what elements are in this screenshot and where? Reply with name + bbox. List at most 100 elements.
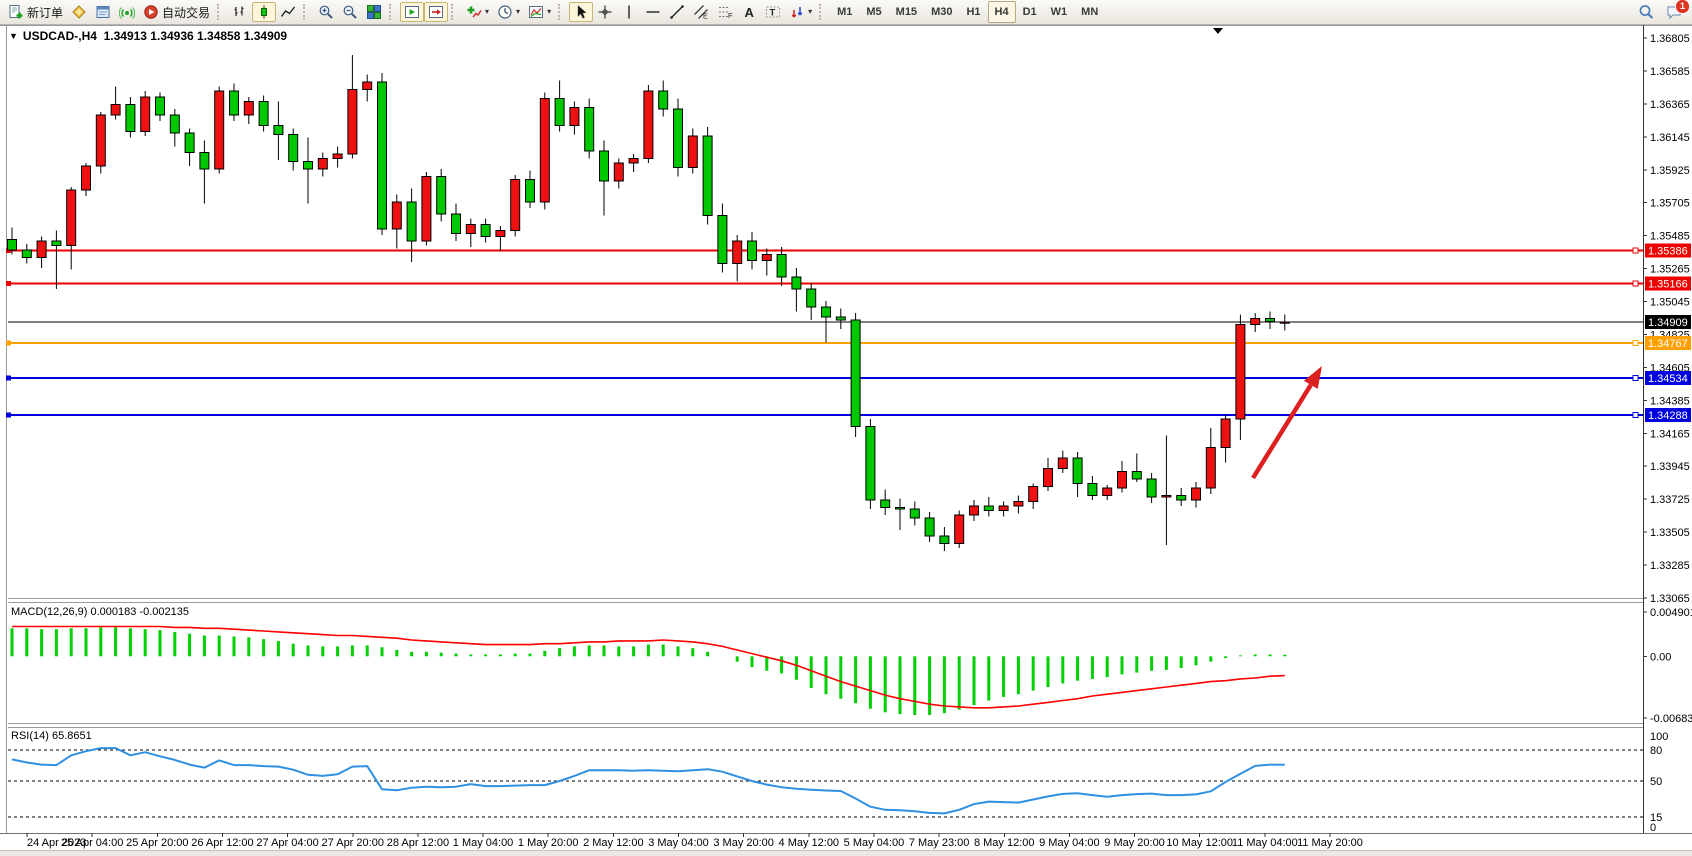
label-button[interactable]: T (761, 2, 785, 22)
timeframe-w1-button[interactable]: W1 (1050, 6, 1068, 18)
svg-text:9 May 04:00: 9 May 04:00 (1039, 837, 1100, 849)
toolbar-separator (303, 4, 309, 20)
timeframe-d1-button[interactable]: D1 (1022, 6, 1037, 18)
svg-text:9 May 20:00: 9 May 20:00 (1104, 837, 1165, 849)
dropdown-caret-icon: ▾ (547, 7, 552, 16)
svg-text:50: 50 (1650, 776, 1662, 788)
timeframe-m30-button[interactable]: M30 (931, 6, 953, 18)
svg-text:4 May 12:00: 4 May 12:00 (779, 837, 840, 849)
svg-text:80: 80 (1650, 745, 1662, 757)
auto-scroll-button[interactable] (400, 2, 425, 22)
svg-text:1.35045: 1.35045 (1650, 297, 1690, 309)
svg-text:0.004901: 0.004901 (1650, 607, 1692, 619)
chevron-down-icon[interactable]: ▼ (9, 31, 18, 41)
market-watch-button[interactable] (67, 2, 91, 22)
notification-badge: 1 (1675, 0, 1690, 14)
svg-text:1.34165: 1.34165 (1650, 429, 1690, 441)
toolbar-separator (819, 4, 825, 20)
chart-shift-marker[interactable] (1213, 28, 1223, 34)
fibonacci-button[interactable]: F (713, 2, 737, 22)
svg-text:0: 0 (1650, 822, 1656, 834)
cursor-icon (577, 4, 587, 19)
periods-button[interactable]: ▾ (493, 2, 524, 22)
svg-text:F: F (728, 11, 733, 20)
svg-text:1.35485: 1.35485 (1650, 231, 1690, 243)
search-button[interactable] (1634, 2, 1658, 22)
svg-text:1.36585: 1.36585 (1650, 66, 1690, 78)
cursor-button[interactable] (569, 2, 594, 22)
vline-icon (628, 5, 630, 19)
svg-text:T: T (770, 8, 776, 19)
svg-text:1.35265: 1.35265 (1650, 264, 1690, 276)
line-chart-icon (280, 6, 296, 17)
navigator-button[interactable] (91, 2, 115, 22)
svg-text:15: 15 (1650, 812, 1662, 824)
notifications-button[interactable]: 1 (1662, 0, 1690, 22)
line-chart-button[interactable] (276, 2, 300, 22)
zoom-in-button[interactable] (314, 2, 338, 22)
clock-icon (498, 5, 512, 19)
price-axis[interactable]: 1.36805 1.36585 1.36365 1.36145 1.35925 1.357… (1643, 33, 1692, 834)
timeframe-m5-button[interactable]: M5 (866, 6, 882, 18)
svg-text:26 Apr 12:00: 26 Apr 12:00 (191, 837, 253, 849)
auto-trading-button-label: 自动交易 (162, 5, 211, 20)
svg-text:10 May 12:00: 10 May 12:00 (1166, 837, 1233, 849)
horizontal-lines[interactable] (6, 247, 1643, 418)
indicators-button[interactable]: ▾ (462, 2, 493, 22)
dropdown-caret-icon: ▾ (485, 7, 490, 16)
svg-text:25 Apr 20:00: 25 Apr 20:00 (126, 837, 188, 849)
chart-canvas[interactable]: 1.36805 1.36585 1.36365 1.36145 1.35925 1.357… (0, 25, 1692, 856)
svg-text:2 May 12:00: 2 May 12:00 (583, 837, 644, 849)
zoom-out-button[interactable] (338, 2, 362, 22)
svg-text:28 Apr 12:00: 28 Apr 12:00 (387, 837, 449, 849)
timeframe-m1-button[interactable]: M1 (837, 6, 853, 18)
auto-trading-button[interactable]: 自动交易 (139, 2, 214, 22)
svg-text:7 May 23:00: 7 May 23:00 (909, 837, 970, 849)
trend-arrow[interactable] (1251, 366, 1322, 480)
chart-shift-button[interactable] (424, 2, 449, 22)
dropdown-caret-icon: ▾ (516, 7, 521, 16)
fibonacci-icon: F (719, 7, 733, 20)
candle-chart-button[interactable] (252, 2, 277, 22)
timeframe-h4-button[interactable]: H4 (987, 1, 1016, 23)
svg-text:1.34767: 1.34767 (1648, 338, 1688, 350)
timeframe-mn-button[interactable]: MN (1081, 6, 1099, 18)
templates-button[interactable]: ▾ (524, 2, 555, 22)
svg-text:11 May 20:00: 11 May 20:00 (1297, 837, 1363, 849)
chart-ohlc-info: ▼ USDCAD-,H4 1.34913 1.34936 1.34858 1.34… (9, 29, 287, 43)
svg-text:1.36805: 1.36805 (1650, 33, 1690, 45)
hline-button[interactable] (641, 2, 665, 22)
arrows-button[interactable]: ▾ (785, 2, 816, 22)
signals-button[interactable] (115, 2, 139, 22)
svg-text:1.36365: 1.36365 (1650, 99, 1690, 111)
tile-windows-button[interactable] (362, 2, 386, 22)
trendline-button[interactable] (665, 2, 689, 22)
label-icon: T (766, 6, 781, 19)
svg-text:A: A (745, 5, 755, 20)
toolbar-separator (558, 4, 564, 20)
text-button[interactable]: A (737, 2, 761, 22)
svg-text:1.34288: 1.34288 (1648, 410, 1688, 422)
vline-button[interactable] (617, 2, 641, 22)
svg-text:E: E (703, 14, 708, 21)
svg-text:1.36145: 1.36145 (1650, 132, 1690, 144)
svg-text:3 May 04:00: 3 May 04:00 (648, 837, 709, 849)
bar-chart-button[interactable] (228, 2, 252, 22)
bar-chart-icon (234, 6, 244, 16)
status-strip (0, 850, 1692, 856)
channel-button[interactable]: E (689, 2, 713, 22)
market-watch-icon (72, 5, 86, 19)
svg-text:27 Apr 20:00: 27 Apr 20:00 (322, 837, 384, 849)
signals-icon (119, 7, 136, 19)
svg-text:27 Apr 04:00: 27 Apr 04:00 (256, 837, 318, 849)
zoom-out-icon (343, 5, 357, 19)
svg-text:-0.006838: -0.006838 (1650, 713, 1692, 725)
new-order-button[interactable]: 新订单 (4, 2, 67, 22)
svg-text:8 May 12:00: 8 May 12:00 (974, 837, 1035, 849)
timeframe-h1-button[interactable]: H1 (966, 6, 981, 18)
svg-text:1.33285: 1.33285 (1650, 560, 1690, 572)
crosshair-button[interactable] (593, 2, 617, 22)
svg-text:1.35166: 1.35166 (1648, 279, 1688, 291)
timeframe-m15-button[interactable]: M15 (895, 6, 918, 18)
